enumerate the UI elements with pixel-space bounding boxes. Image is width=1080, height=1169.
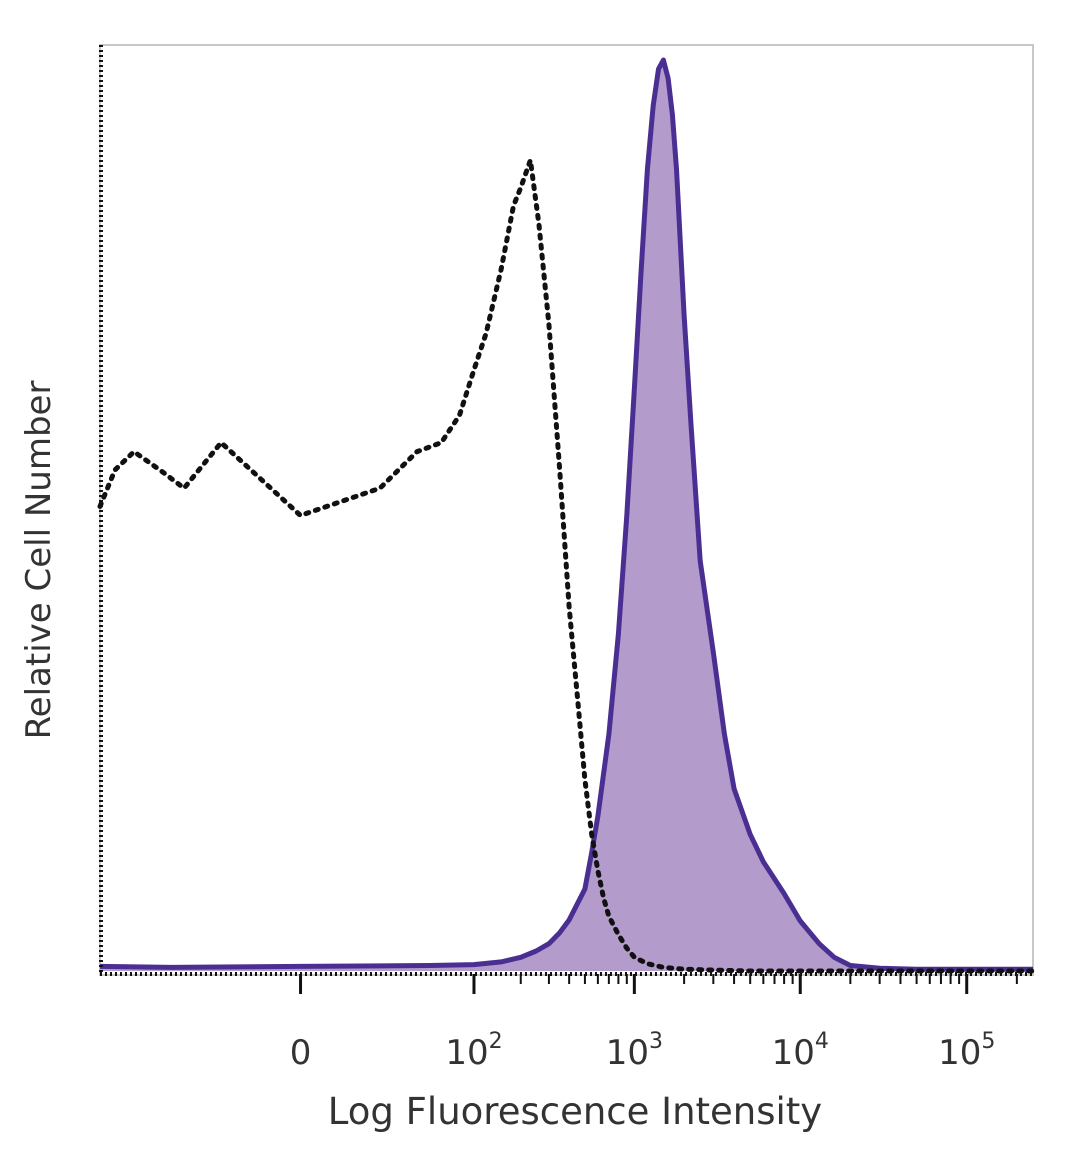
x-axis-title: Log Fluorescence Intensity: [328, 1090, 822, 1133]
x-tick-label-4: 105: [938, 1029, 995, 1073]
x-tick-label-2: 103: [606, 1029, 663, 1073]
y-axis-title: Relative Cell Number: [19, 381, 59, 740]
series-layer: [97, 57, 1036, 974]
plot-frame: [99, 44, 1034, 976]
x-tick-label-3: 104: [772, 1029, 829, 1073]
x-tick-label-1: 102: [445, 1029, 502, 1073]
tick-layer: 0 102 103 104 105: [290, 974, 1018, 1073]
series-0-line: [97, 159, 1036, 974]
x-tick-label-0: 0: [290, 1033, 312, 1073]
series-1-line: [99, 57, 1033, 972]
